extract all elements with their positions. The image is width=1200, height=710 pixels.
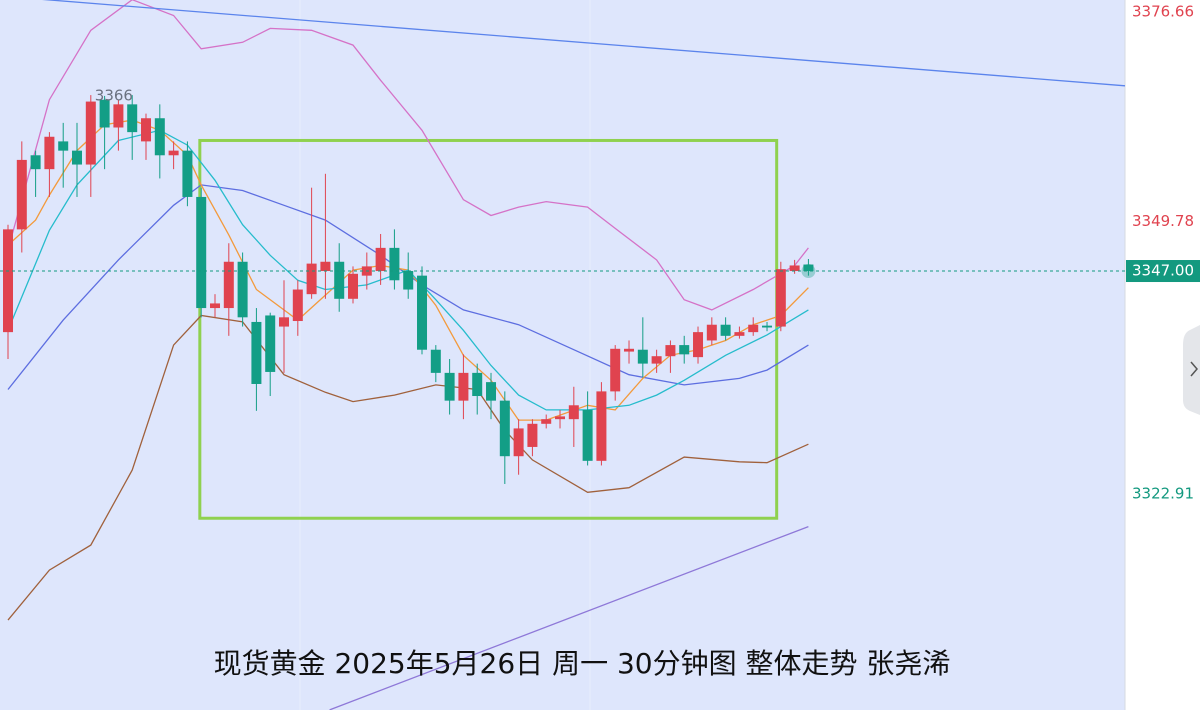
indicator-line [7, 184, 809, 390]
candle-body [637, 349, 648, 364]
candle-body [499, 400, 510, 457]
candle-body [223, 261, 234, 309]
candle-body [430, 349, 441, 373]
candle-body [748, 324, 759, 333]
candle-body [141, 118, 152, 142]
price-label: 3322.91 [1132, 485, 1194, 503]
candle-body [127, 104, 138, 133]
candle-body [775, 269, 786, 327]
side-tab-arrow[interactable] [1190, 361, 1198, 377]
candle-body [182, 150, 193, 197]
candle-body [568, 405, 579, 420]
candle-body [85, 101, 96, 165]
candle-body [417, 275, 428, 350]
candle-body [555, 416, 566, 420]
candle-body [30, 155, 41, 170]
candle-body [154, 118, 165, 156]
candle-body [541, 419, 552, 424]
candle-body [458, 372, 469, 401]
candle-body [665, 345, 676, 357]
candle-body [99, 99, 110, 128]
candle-body [403, 271, 414, 290]
indicator-line [7, 314, 809, 621]
candle-body [706, 324, 717, 341]
plot-background [0, 0, 1125, 710]
side-tab[interactable] [1183, 325, 1200, 415]
candle-body [196, 196, 207, 309]
candle-body [72, 150, 83, 165]
candle-body [610, 348, 621, 392]
candle-body [334, 261, 345, 299]
chart-title: 现货黄金 2025年5月26日 周一 30分钟图 整体走势 张尧浠 [214, 647, 951, 680]
candle-body [444, 372, 455, 401]
candle-body [44, 136, 55, 170]
candle-body [279, 317, 290, 327]
candle-body [237, 261, 248, 318]
current-price-box [1126, 260, 1200, 283]
indicator-line [7, 0, 809, 311]
candle-body [375, 247, 386, 272]
candle-body [762, 325, 773, 328]
candle-body [527, 423, 538, 447]
candle-body [582, 409, 593, 461]
price-label: 3376.66 [1132, 3, 1194, 21]
candle-body [306, 263, 317, 295]
candle-body [720, 324, 731, 336]
candle-body [3, 229, 14, 333]
candle-body [734, 332, 745, 336]
candle-body [251, 321, 262, 384]
candle-body [693, 332, 704, 358]
candle-body [789, 265, 800, 272]
candle-body [596, 391, 607, 461]
indicator-line [329, 525, 809, 710]
candle-body [265, 315, 276, 372]
price-label: 3347.00 [1132, 262, 1194, 280]
candle-body [168, 150, 179, 156]
candle-body [16, 159, 27, 230]
price-label: 3349.78 [1132, 212, 1194, 230]
candle-body [679, 345, 690, 355]
candle-body [651, 356, 662, 364]
candle-body [348, 273, 359, 299]
candle-body [320, 261, 331, 272]
candle-body [210, 303, 221, 309]
candle-body [113, 104, 124, 128]
candle-body [486, 382, 497, 401]
candle-body [803, 264, 814, 272]
last-marker [801, 264, 816, 279]
indicator-line [41, 0, 1126, 87]
candle-body [624, 348, 635, 352]
candle-body [292, 289, 303, 322]
candle-body [472, 372, 483, 397]
candle-body [389, 247, 400, 281]
high-annotation: 3366 [95, 87, 133, 105]
candle-body [513, 428, 524, 457]
candle-body [58, 141, 69, 151]
